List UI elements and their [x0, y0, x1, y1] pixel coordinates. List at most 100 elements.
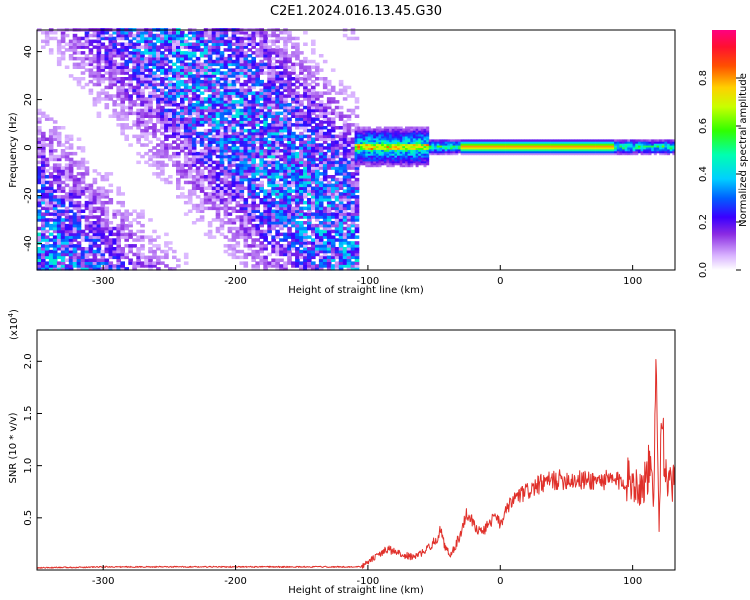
heatmap-cell — [199, 131, 205, 136]
heatmap-cell — [263, 91, 268, 95]
heatmap-cell — [176, 195, 181, 199]
heatmap-cell — [383, 139, 387, 143]
heatmap-cell — [287, 192, 292, 196]
heatmap-cell — [251, 203, 256, 208]
heatmap-cell — [381, 157, 385, 160]
heatmap-cell — [92, 226, 98, 231]
heatmap-cell — [450, 143, 453, 146]
heatmap-cell — [322, 264, 328, 268]
heatmap-cell — [37, 264, 42, 268]
heatmap-cell — [176, 123, 181, 127]
heatmap-cell — [76, 177, 82, 182]
heatmap-cell — [124, 215, 129, 219]
heatmap-cell — [367, 130, 371, 133]
heatmap-cell — [334, 100, 340, 104]
heatmap-cell — [307, 166, 312, 170]
heatmap-cell — [267, 175, 272, 179]
heatmap-cell — [267, 206, 272, 211]
figure-title: C2E1.2024.016.13.45.G30 — [270, 4, 442, 19]
heatmap-cell — [463, 149, 467, 152]
heatmap-cell — [251, 45, 256, 49]
heatmap-cell — [315, 200, 320, 205]
heatmap-cell — [259, 258, 264, 262]
heatmap-cell — [415, 143, 419, 147]
heatmap-cell — [255, 192, 260, 196]
heatmap-cell — [295, 177, 300, 182]
heatmap-cell — [291, 235, 296, 239]
heatmap-cell — [330, 183, 336, 188]
heatmap-cell — [235, 229, 241, 234]
heatmap-cell — [116, 192, 121, 196]
heatmap-cell — [287, 209, 292, 213]
heatmap-cell — [104, 195, 110, 199]
heatmap-cell — [338, 91, 344, 95]
heatmap-cell — [231, 105, 237, 110]
heatmap-cell — [386, 139, 390, 143]
heatmap-cell — [394, 138, 398, 141]
heatmap-cell — [346, 163, 352, 167]
heatmap-cell — [322, 212, 328, 216]
heatmap-cell — [373, 157, 377, 160]
heatmap-cell — [334, 203, 340, 208]
heatmap-cell — [207, 33, 213, 38]
heatmap-cell — [247, 131, 253, 136]
heatmap-cell — [267, 160, 272, 165]
heatmap-cell — [275, 192, 280, 196]
heatmap-cell — [283, 235, 288, 239]
heatmap-cell — [307, 134, 312, 139]
heatmap-cell — [239, 88, 245, 93]
heatmap-cell — [124, 42, 129, 46]
heatmap-cell — [223, 103, 229, 107]
heatmap-cell — [342, 189, 348, 193]
heatmap-cell — [239, 154, 245, 159]
heatmap-cell — [160, 249, 165, 254]
heatmap-cell — [168, 94, 173, 98]
heatmap-cell — [326, 105, 332, 110]
heatmap-cell — [195, 218, 201, 222]
heatmap-cell — [37, 117, 42, 121]
heatmap-cell — [279, 143, 284, 147]
heatmap-cell — [44, 33, 50, 38]
heatmap-cell — [338, 146, 344, 150]
heatmap-cell — [283, 157, 288, 162]
heatmap-cell — [322, 177, 328, 182]
heatmap-cell — [80, 65, 86, 69]
heatmap-cell — [76, 209, 82, 213]
heatmap-cell — [412, 151, 416, 154]
heatmap-cell — [180, 71, 185, 75]
heatmap-cell — [342, 154, 348, 159]
heatmap-cell — [223, 42, 229, 46]
heatmap-cell — [148, 85, 153, 90]
heatmap-cell — [291, 131, 296, 136]
heatmap-cell — [140, 212, 145, 216]
heatmap-cell — [140, 91, 145, 95]
heatmap-cell — [267, 85, 272, 90]
heatmap-cell — [168, 54, 173, 58]
heatmap-cell — [318, 198, 324, 202]
heatmap-cell — [279, 103, 284, 107]
heatmap-cell — [295, 117, 300, 121]
heatmap-cell — [307, 177, 312, 182]
heatmap-cell — [191, 79, 197, 84]
heatmap-cell — [199, 111, 205, 116]
heatmap-cell — [334, 186, 340, 190]
heatmap-cell — [116, 212, 121, 216]
heatmap-cell — [44, 223, 50, 228]
heatmap-cell — [251, 74, 256, 78]
heatmap-cell — [299, 59, 304, 64]
heatmap-cell — [287, 123, 292, 127]
heatmap-cell — [397, 145, 400, 148]
heatmap-cell — [160, 77, 165, 81]
heatmap-cell — [452, 139, 456, 142]
heatmap-cell — [116, 186, 121, 190]
heatmap-cell — [367, 126, 371, 129]
heatmap-cell — [128, 229, 133, 234]
heatmap-cell — [231, 120, 237, 124]
heatmap-cell — [235, 56, 241, 61]
heatmap-cell — [80, 56, 86, 61]
heatmap-cell — [299, 51, 304, 55]
heatmap-cell — [275, 134, 280, 139]
heatmap-cell — [271, 189, 276, 193]
heatmap-cell — [243, 91, 249, 95]
heatmap-cell — [243, 151, 249, 156]
